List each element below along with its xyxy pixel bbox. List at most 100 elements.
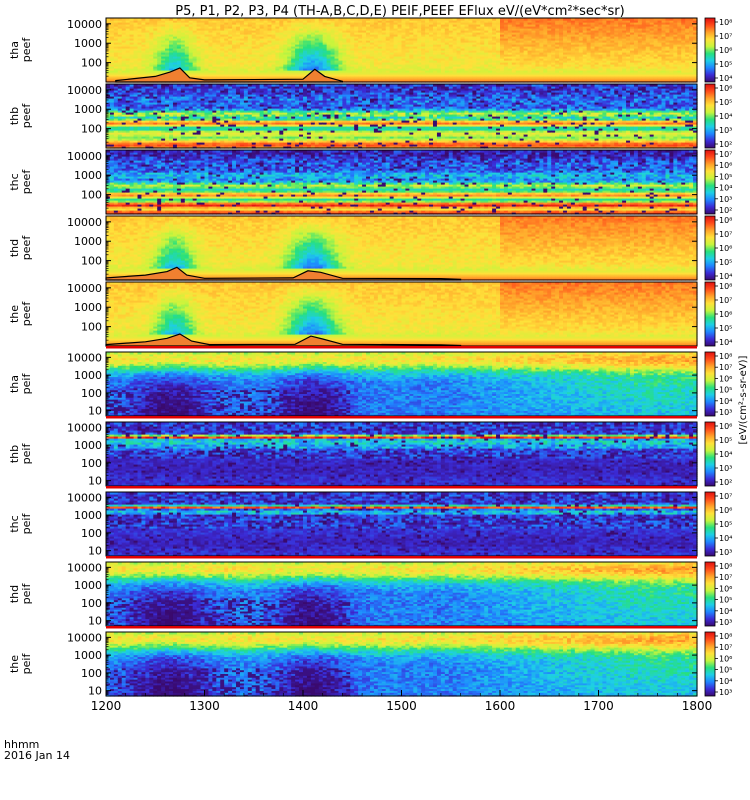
colorbar-tick-label: 10³ xyxy=(719,618,732,627)
panel-label-thc-peif: thc peif xyxy=(8,513,33,535)
panel-label-thb-peef: thb peef xyxy=(8,103,33,129)
xtick-label: 1700 xyxy=(583,699,614,713)
panel-label-line2: peef xyxy=(20,169,33,195)
ytick-label: 1000 xyxy=(74,169,102,182)
panel-label-line2: peef xyxy=(20,37,33,63)
colorbar-tick-label: 10⁴ xyxy=(719,534,732,543)
colorbar-tick-label: 10⁷ xyxy=(719,32,732,41)
ytick-label: 1000 xyxy=(74,579,102,592)
panel-label-line2: peif xyxy=(20,443,33,465)
colorbar-tick-label: 10⁴ xyxy=(719,397,732,406)
ytick-label: 1000 xyxy=(74,439,102,452)
panel-label-thd-peif: thd peif xyxy=(8,583,33,605)
ytick-label: 10 xyxy=(88,685,102,698)
xtick-label: 1300 xyxy=(189,699,220,713)
spectrogram-thb-peef xyxy=(106,84,698,149)
colorbar-tick-label: 10⁴ xyxy=(719,677,732,686)
ytick-label: 1000 xyxy=(74,509,102,522)
flag-strip-thb-peif xyxy=(106,416,697,419)
colorbar-tick-label: 10³ xyxy=(719,408,732,417)
chart-title: P5, P1, P2, P3, P4 (TH-A,B,C,D,E) PEIF,P… xyxy=(175,4,624,19)
panel-label-tha-peef: tha peef xyxy=(8,37,33,63)
colorbar-title: [eV/(cm²-s-sr-eV)] xyxy=(738,355,749,444)
colorbar-tick-label: 10⁵ xyxy=(719,172,732,181)
spectrogram-thd-peif xyxy=(106,562,698,627)
ytick-label: 10 xyxy=(88,615,102,628)
spectrogram-the-peif xyxy=(106,632,698,697)
panel-label-line2: peef xyxy=(20,235,33,261)
colorbar-tick-label: 10⁵ xyxy=(719,666,732,675)
ytick-label: 1000 xyxy=(74,649,102,662)
colorbar-tick-label: 10⁸ xyxy=(719,18,732,27)
colorbar-tick-label: 10⁴ xyxy=(719,74,732,83)
spectrogram-tha-peef xyxy=(106,18,698,83)
panel-label-thc-peef: thc peef xyxy=(8,169,33,195)
colorbar-tick-label: 10⁶ xyxy=(719,46,732,55)
ytick-label: 100 xyxy=(81,597,102,610)
colorbar-tick-label: 10⁴ xyxy=(719,607,732,616)
ytick-label: 100 xyxy=(81,255,102,268)
flag-strip-thd-peif xyxy=(106,556,697,559)
colorbar-tick-label: 10⁶ xyxy=(719,161,732,170)
ytick-label: 100 xyxy=(81,667,102,680)
xtick-label: 1600 xyxy=(485,699,516,713)
panel-label-line2: peif xyxy=(20,373,33,395)
colorbar-tick-label: 10⁶ xyxy=(719,654,732,663)
colorbar-tick-label: 10⁷ xyxy=(719,363,732,372)
panel-label-tha-peif: tha peif xyxy=(8,373,33,395)
xtick-label: 1200 xyxy=(91,699,122,713)
colorbar-tick-label: 10⁸ xyxy=(719,562,732,571)
colorbar-tick-label: 10⁶ xyxy=(719,584,732,593)
ytick-label: 10000 xyxy=(67,282,102,295)
colorbar-tick-label: 10³ xyxy=(719,126,732,135)
colorbar-tick-label: 10⁷ xyxy=(719,150,732,159)
colorbar-tick-label: 10³ xyxy=(719,464,732,473)
colorbar-tick-label: 10² xyxy=(719,478,732,487)
panel-label-line2: peif xyxy=(20,513,33,535)
ytick-label: 10000 xyxy=(67,491,102,504)
panel-label-line2: peef xyxy=(20,301,33,327)
colorbar-tick-label: 10⁶ xyxy=(719,84,732,93)
colorbar-tick-label: 10⁴ xyxy=(719,338,732,347)
colorbar-tick-label: 10⁷ xyxy=(719,643,732,652)
ytick-label: 100 xyxy=(81,321,102,334)
spectrogram-thd-peef xyxy=(106,216,698,281)
ytick-label: 10000 xyxy=(67,421,102,434)
colorbar-tick-label: 10⁸ xyxy=(719,282,732,291)
ytick-label: 10 xyxy=(88,405,102,418)
colorbar-tick-label: 10⁶ xyxy=(719,310,732,319)
colorbar-tick-label: 10⁷ xyxy=(719,573,732,582)
panel-label-line2: peef xyxy=(20,103,33,129)
spectrogram-thc-peef xyxy=(106,150,698,215)
xtick-label: 1800 xyxy=(682,699,713,713)
colorbar-tick-label: 10² xyxy=(719,140,732,149)
ytick-label: 10000 xyxy=(67,18,102,31)
flag-strip-the-peif xyxy=(106,626,697,629)
spectrogram-the-peef xyxy=(106,282,698,347)
panel-label-thb-peif: thb peif xyxy=(8,443,33,465)
colorbar-tick-label: 10⁵ xyxy=(719,386,732,395)
colorbar-tick-label: 10⁴ xyxy=(719,184,732,193)
flag-strip-tha-peif xyxy=(106,346,697,349)
ytick-label: 1000 xyxy=(74,235,102,248)
colorbar-tick-label: 10⁴ xyxy=(719,450,732,459)
date-label: 2016 Jan 14 xyxy=(4,749,70,762)
ytick-label: 100 xyxy=(81,57,102,70)
panel-label-line2: peif xyxy=(20,583,33,605)
